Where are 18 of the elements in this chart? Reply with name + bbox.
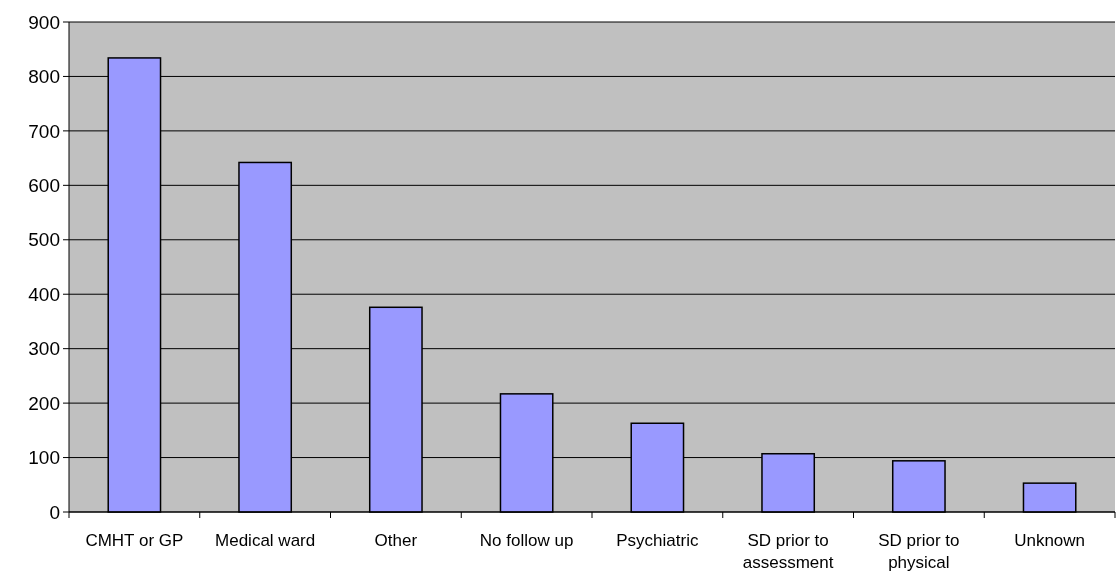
- x-tick-label: Other: [374, 531, 418, 550]
- x-tick-label: No follow up: [479, 531, 574, 550]
- y-tick-label: 400: [28, 283, 60, 305]
- x-tick-label: CMHT or GP: [85, 531, 184, 550]
- x-tick-label: Medical ward: [215, 531, 316, 550]
- y-tick-label: 200: [28, 392, 60, 414]
- x-tick-label: SD prior to physical: [878, 531, 960, 572]
- y-tick-label: 800: [28, 66, 60, 88]
- y-tick-label: 700: [28, 120, 60, 142]
- y-tick-label: 500: [28, 229, 60, 251]
- y-tick-label: 100: [28, 447, 60, 469]
- y-tick-label: 300: [28, 338, 60, 360]
- y-tick-label: 900: [28, 11, 60, 33]
- x-tick-label: SD prior to assessment: [742, 531, 834, 572]
- x-tick-label: Unknown: [1014, 531, 1086, 550]
- x-tick-label: Psychiatric: [616, 531, 699, 550]
- y-tick-label: 0: [49, 501, 60, 523]
- y-tick-label: 600: [28, 174, 60, 196]
